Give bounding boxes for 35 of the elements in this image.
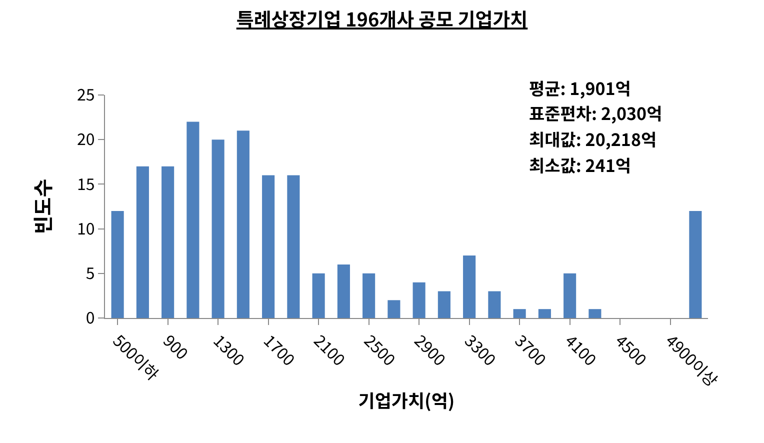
y-tick-label: 5: [86, 260, 95, 284]
bar: [362, 273, 376, 318]
bar: [463, 256, 476, 318]
x-axis-title: 기업가치(억): [358, 388, 455, 414]
bar: [388, 300, 400, 318]
bar: [689, 210, 702, 318]
bar: [212, 140, 224, 318]
y-tick-label: 10: [77, 215, 95, 240]
y-tick-label: 15: [77, 170, 95, 195]
bar: [312, 273, 325, 318]
annotation: 최소값: 241억: [529, 152, 632, 177]
bar: [412, 282, 426, 318]
chart-title: 특례상장기업 196개사 공모 기업가치: [236, 6, 528, 33]
annotation: 표준편차: 2,030억: [529, 100, 662, 125]
bar: [588, 309, 602, 318]
y-tick-label: 25: [77, 82, 95, 106]
bar: [564, 273, 576, 318]
bar: [162, 166, 174, 318]
bar: [262, 175, 275, 318]
bar: [337, 264, 350, 318]
y-axis-title: 빈도수: [28, 178, 57, 234]
annotation: 평균: 1,901억: [529, 75, 631, 100]
bar: [488, 291, 501, 318]
y-tick-label: 20: [77, 126, 95, 150]
annotation: 최대값: 20,218억: [529, 126, 657, 151]
bar: [186, 122, 200, 318]
bar: [513, 309, 526, 318]
bar: [438, 291, 450, 318]
y-tick-label: 0: [86, 304, 95, 329]
bar: [236, 130, 250, 318]
x-tick-label: 900: [158, 328, 195, 364]
bar: [111, 210, 124, 318]
bar: [538, 309, 551, 318]
bar: [287, 175, 300, 318]
bar: [136, 166, 149, 318]
